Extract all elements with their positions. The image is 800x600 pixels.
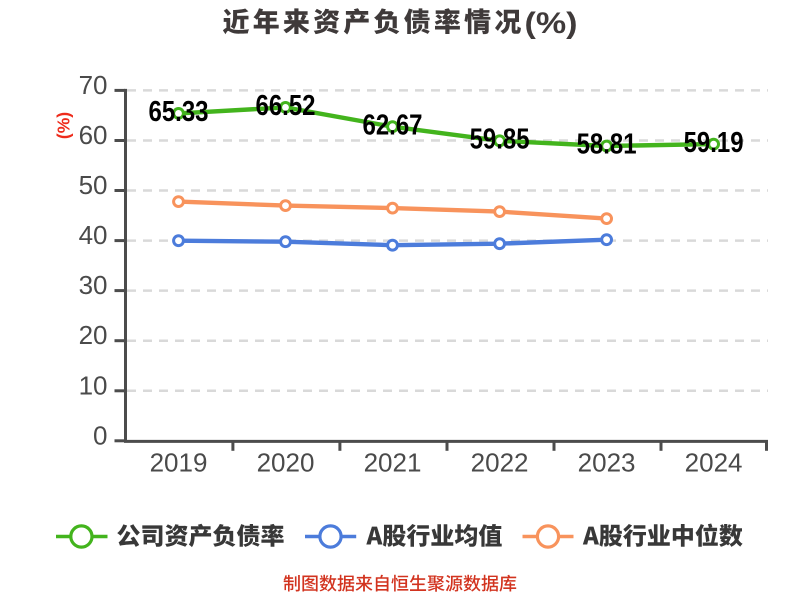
svg-text:50: 50 [79, 170, 108, 200]
svg-text:0: 0 [93, 420, 107, 450]
svg-text:59.85: 59.85 [470, 124, 530, 156]
svg-text:60: 60 [79, 120, 108, 150]
svg-text:2019: 2019 [150, 448, 208, 478]
svg-text:70: 70 [79, 70, 108, 100]
svg-text:2024: 2024 [685, 448, 743, 478]
svg-text:59.19: 59.19 [684, 127, 744, 159]
svg-text:20: 20 [79, 320, 108, 350]
svg-text:2022: 2022 [471, 448, 529, 478]
svg-text:40: 40 [79, 220, 108, 250]
svg-text:10: 10 [79, 370, 108, 400]
svg-text:58.81: 58.81 [577, 129, 637, 161]
svg-text:(%): (%) [54, 112, 74, 139]
svg-text:2021: 2021 [364, 448, 422, 478]
svg-text:65.33: 65.33 [149, 96, 209, 128]
svg-text:2020: 2020 [257, 448, 315, 478]
svg-text:66.52: 66.52 [256, 90, 316, 122]
svg-text:30: 30 [79, 270, 108, 300]
svg-text:2023: 2023 [578, 448, 636, 478]
svg-text:62.67: 62.67 [363, 109, 423, 141]
svg-text:(%): (%) [525, 7, 578, 40]
